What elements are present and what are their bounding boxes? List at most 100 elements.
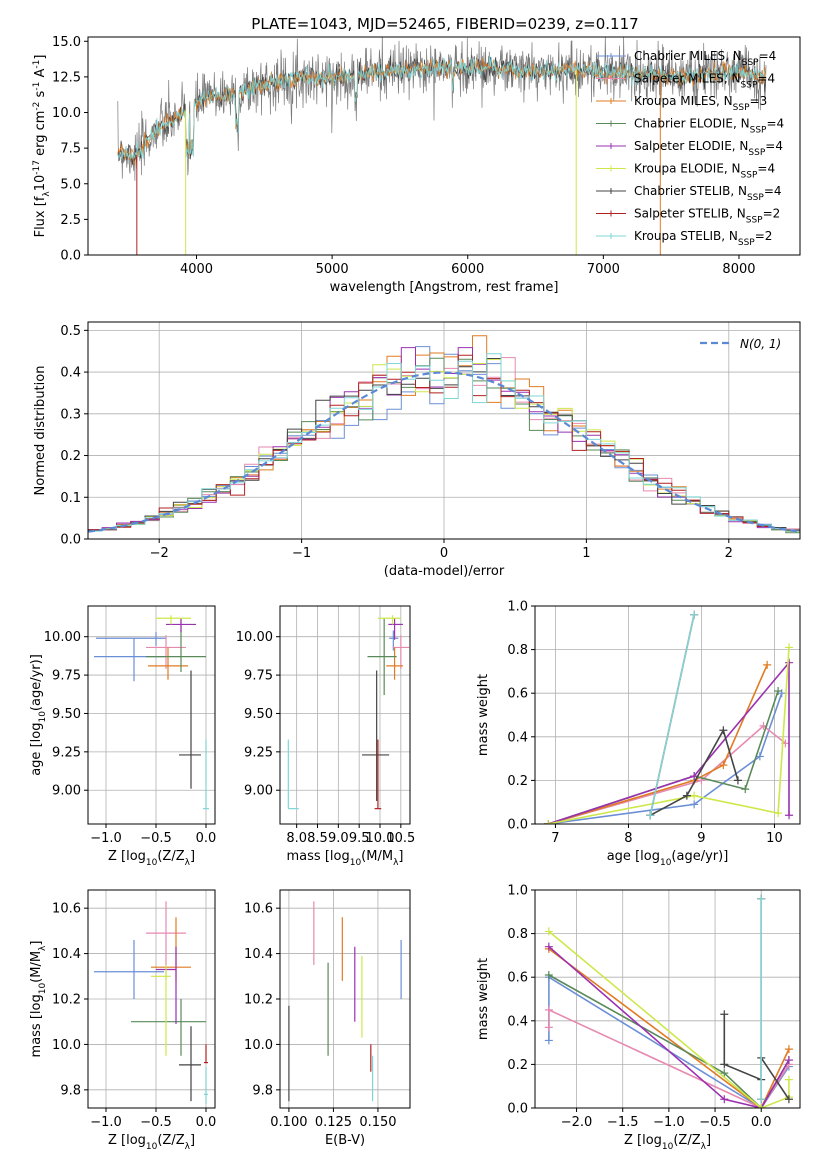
series-line xyxy=(649,728,739,817)
y-tick-label: 0.4 xyxy=(507,730,528,745)
series-marker xyxy=(544,1005,553,1014)
x-axis-label: (data-model)/error xyxy=(384,564,505,579)
y-axis-label: Flux [fλ10-17 erg cm-2 s-1 A-1] xyxy=(32,55,52,238)
y-tick-label: 10.0 xyxy=(244,1038,273,1053)
legend-spectrum: Chabrier MILES, NSSP=4 Salpeter MILES, NS… xyxy=(596,49,784,248)
y-axis-label: mass [log10(M/Mλ] xyxy=(29,941,48,1058)
errorbar-point xyxy=(94,939,164,999)
series-marker xyxy=(784,1056,793,1065)
series-marker xyxy=(785,643,794,652)
model-line-kroupa-stelib xyxy=(117,56,766,160)
legend-label: Kroupa ELODIE, NSSP=4 xyxy=(634,162,775,181)
series-marker xyxy=(719,761,728,770)
errorbar-point xyxy=(156,615,191,625)
axes-frame xyxy=(87,889,216,1109)
errorbar-point xyxy=(204,1067,208,1104)
legend-label: Kroupa MILES, NSSP=3 xyxy=(634,94,767,113)
errorbar-point xyxy=(374,739,382,810)
y-tick-label: 15.0 xyxy=(52,35,81,50)
y-tick-label: 0.0 xyxy=(60,249,81,264)
series-marker xyxy=(785,811,794,820)
series-marker xyxy=(757,1104,766,1108)
errorbar-point xyxy=(362,670,390,801)
series-marker xyxy=(544,820,553,824)
series-line xyxy=(548,948,790,1108)
axes-mass-vs-EBV: 0.100 0.125 0.150 9.8 10.0 10.2 10.4 10.6 E(B-V) xyxy=(244,889,411,1148)
x-axis-label: Z [log10(Z/Zλ] xyxy=(108,849,195,868)
legend-label: Chabrier MILES, NSSP=4 xyxy=(634,49,776,68)
plot-area-massweight-vs-Z xyxy=(544,894,793,1108)
plot-area-age-vs-mass xyxy=(287,615,410,810)
legend-label: Kroupa STELIB, NSSP=2 xyxy=(634,229,772,248)
x-tick-label: −1.5 xyxy=(607,1115,639,1130)
series-marker xyxy=(719,726,728,735)
x-tick-label: 7 xyxy=(551,831,559,846)
x-tick-label: 0.0 xyxy=(196,831,217,846)
errorbar-point xyxy=(287,739,299,810)
series-line xyxy=(548,930,790,1108)
legend-label: Salpeter ELODIE, NSSP=4 xyxy=(634,139,783,158)
x-tick-label: 0.0 xyxy=(196,1115,217,1130)
axes-residuals: −2 −1 0 1 2 0.0 0.1 0.2 0.3 0.4 0.5 (data-model)/er… xyxy=(33,321,801,579)
x-tick-label: −0.5 xyxy=(699,1115,731,1130)
axes-frame xyxy=(279,889,411,1109)
series-line xyxy=(547,724,786,824)
x-tick-label: −1.0 xyxy=(653,1115,685,1130)
y-tick-label: 9.75 xyxy=(52,669,81,684)
series-marker xyxy=(690,772,699,781)
axes-frame xyxy=(87,605,216,825)
histogram-series xyxy=(88,353,800,534)
y-tick-label: 10.2 xyxy=(52,993,81,1008)
errorbar-point xyxy=(377,615,401,625)
legend-label: Chabrier STELIB, NSSP=4 xyxy=(634,184,782,203)
plot-area-residuals xyxy=(88,335,800,534)
errorbar-point xyxy=(179,1026,201,1102)
x-tick-label: 7000 xyxy=(587,262,620,277)
y-tick-label: 9.25 xyxy=(52,745,81,760)
errorbar-point xyxy=(392,635,410,669)
y-tick-label: 0.4 xyxy=(60,366,81,381)
y-tick-label: 0.2 xyxy=(507,1058,528,1073)
y-tick-label: 1.0 xyxy=(507,600,528,615)
series-marker xyxy=(774,809,783,818)
y-axis-label: mass weight xyxy=(476,674,491,756)
series-marker xyxy=(720,1060,729,1069)
x-tick-label: 0 xyxy=(440,546,448,561)
x-tick-label: 0.0 xyxy=(751,1115,772,1130)
y-tick-label: 12.5 xyxy=(52,70,81,85)
y-tick-label: 9.8 xyxy=(60,1083,81,1098)
ticks-mass-vs-Z: −1.0 −0.5 0.0 9.8 10.0 10.2 10.4 10.6 xyxy=(52,902,216,1130)
y-tick-label: 0.2 xyxy=(60,449,81,464)
series-marker xyxy=(763,660,772,669)
x-tick-label: −1.0 xyxy=(90,1115,122,1130)
errorbar-point xyxy=(96,632,166,646)
plot-area-age-vs-Z xyxy=(94,615,209,810)
series-line xyxy=(547,660,790,824)
series-marker xyxy=(784,1075,793,1084)
errorbar-point xyxy=(131,999,206,1056)
y-tick-label: 7.5 xyxy=(60,142,81,157)
legend-label: Chabrier ELODIE, NSSP=4 xyxy=(634,117,784,136)
y-tick-label: 9.50 xyxy=(244,707,273,722)
y-tick-label: 10.00 xyxy=(44,630,81,645)
errorbar-point xyxy=(203,739,209,810)
series-marker xyxy=(544,927,553,936)
y-tick-label: 0.2 xyxy=(507,774,528,789)
y-tick-label: 0.0 xyxy=(507,1102,528,1117)
y-tick-label: 10.0 xyxy=(52,1038,81,1053)
series-line xyxy=(723,1014,790,1100)
plot-layer: 4000 5000 6000 7000 80000.02.55.07.510.012.5… xyxy=(29,35,801,1152)
y-tick-label: 0.6 xyxy=(507,971,528,986)
legend-label: Salpeter STELIB, NSSP=2 xyxy=(634,207,780,226)
x-tick-label: 8 xyxy=(624,831,632,846)
figure-title: PLATE=1043, MJD=52465, FIBERID=0239, z=0… xyxy=(251,15,638,33)
y-tick-label: 9.75 xyxy=(244,669,273,684)
series-marker xyxy=(733,776,742,785)
y-tick-label: 2.5 xyxy=(60,213,81,228)
y-tick-label: 0.1 xyxy=(60,491,81,506)
ticks-age-vs-Z: −1.0 −0.5 0.0 9.00 9.25 9.50 9.75 10.00 xyxy=(44,630,217,846)
x-tick-label: 4000 xyxy=(180,262,213,277)
y-tick-label: 9.50 xyxy=(52,707,81,722)
series-marker xyxy=(720,1095,729,1104)
